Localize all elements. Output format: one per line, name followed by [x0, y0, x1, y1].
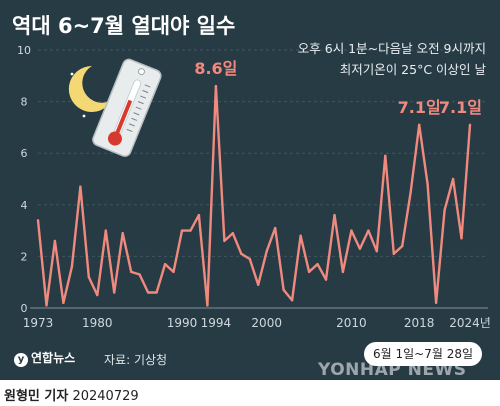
data-point: [70, 265, 74, 268]
data-point: [375, 250, 379, 253]
yonhap-logo-icon: y: [14, 353, 28, 367]
data-point: [53, 239, 57, 243]
data-point: [434, 301, 438, 305]
data-point: [113, 291, 116, 294]
data-point: [290, 299, 294, 302]
data-point: [316, 262, 319, 266]
x-tick-label: 1973: [23, 316, 54, 330]
data-point: [189, 229, 192, 232]
data-point: [248, 257, 251, 261]
chart-subtitle: 오후 6시 1분~다음날 오전 9시까지 최저기온이 25°C 이상인 날: [298, 38, 486, 80]
data-point: [443, 208, 446, 212]
data-point: [341, 270, 345, 274]
data-point: [62, 301, 65, 305]
data-point: [96, 293, 99, 297]
data-point: [392, 252, 395, 256]
y-tick-label: 10: [17, 44, 31, 57]
data-point: [257, 283, 260, 286]
data-point: [367, 229, 370, 232]
data-point: [45, 304, 48, 307]
y-tick-label: 0: [21, 302, 28, 315]
source-label: 자료: 기상청: [104, 353, 168, 367]
data-point: [214, 84, 218, 88]
data-point: [104, 229, 107, 232]
credit-line: 원형민 기자 20240729: [4, 385, 139, 404]
watermark: YONHAP NEWS: [318, 360, 467, 380]
y-tick-label: 6: [21, 147, 28, 160]
data-point: [358, 247, 362, 250]
data-point: [401, 244, 404, 248]
data-point: [409, 190, 412, 194]
y-tick-label: 2: [21, 250, 28, 263]
star-icon: [82, 114, 86, 118]
data-point: [240, 252, 243, 256]
logo-text: 연합뉴스: [31, 351, 76, 365]
credit-name: 원형민 기자: [4, 389, 69, 404]
data-label: 7.1일: [398, 98, 441, 117]
credit-date: 20240729: [72, 389, 139, 404]
data-point: [231, 231, 235, 235]
x-tick-label: 2024년: [449, 316, 491, 330]
subtitle-line-2: 최저기온이 25°C 이상인 날: [339, 62, 486, 77]
line-chart: 0 2 4 6 8 10 1973 1980 1990 1994 2000 2010 2018 2024년…: [17, 44, 491, 330]
y-tick-label: 4: [21, 199, 28, 212]
data-point: [180, 229, 184, 232]
x-tick-label: 2010: [336, 316, 367, 330]
yonhap-logo: y 연합뉴스: [14, 349, 75, 367]
data-label: 7.1일: [439, 98, 482, 117]
star-icon: [70, 72, 74, 76]
x-tick-label: 1980: [82, 316, 113, 330]
data-point: [146, 291, 150, 294]
data-point: [197, 213, 201, 217]
data-point: [299, 234, 302, 237]
data-point: [265, 250, 268, 253]
data-label: 8.6일: [194, 59, 237, 78]
data-point: [172, 270, 175, 274]
data-point: [121, 231, 124, 235]
data-point: [223, 239, 226, 243]
x-tick-label: 2000: [251, 316, 282, 330]
chart-panel: [0, 0, 500, 380]
thermometer-icon: [92, 58, 162, 157]
data-point: [79, 185, 82, 188]
data-point: [384, 154, 387, 157]
data-point: [417, 123, 421, 127]
data-point: [155, 291, 158, 294]
data-point: [333, 213, 336, 217]
data-point: [468, 123, 472, 127]
date-range-label: 6월 1일~7월 28일: [364, 342, 482, 366]
data-point: [426, 182, 429, 186]
subtitle-line-1: 오후 6시 1분~다음날 오전 9시까지: [297, 41, 486, 56]
moon-icon: [68, 65, 112, 112]
data-point: [87, 275, 91, 279]
data-point: [273, 226, 277, 230]
data-point: [206, 304, 209, 307]
y-tick-label: 8: [21, 96, 28, 109]
data-point: [350, 229, 353, 232]
data-point: [163, 262, 167, 266]
data-point: [324, 278, 328, 281]
x-tick-label: 1990: [167, 316, 198, 330]
data-point: [460, 237, 463, 240]
data-point: [138, 273, 141, 276]
data-point: [451, 177, 455, 181]
data-point: [307, 270, 311, 274]
data-point: [129, 270, 133, 274]
x-tick-label: 2018: [404, 316, 435, 330]
series-line: [36, 84, 472, 307]
chart-title: 역대 6~7월 열대야 일수: [12, 14, 236, 38]
data-point: [282, 288, 285, 292]
x-tick-label: 1994: [201, 316, 232, 330]
data-point: [36, 219, 40, 222]
